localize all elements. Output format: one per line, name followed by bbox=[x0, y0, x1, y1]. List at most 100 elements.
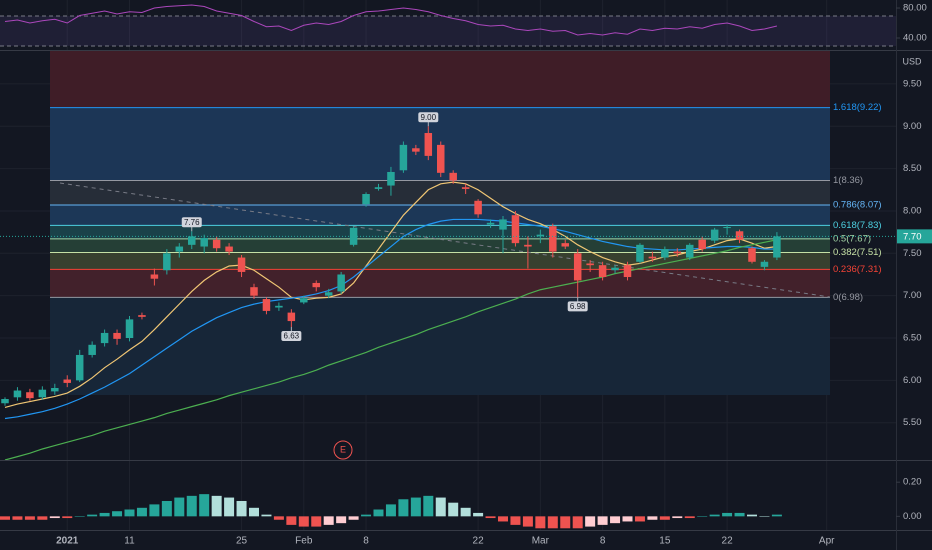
macd-histogram-bar bbox=[37, 516, 48, 520]
candle-body bbox=[200, 238, 208, 247]
annotation-box bbox=[418, 112, 439, 123]
x-tick-label: 2021 bbox=[56, 536, 79, 547]
macd-histogram-bar bbox=[398, 499, 409, 517]
candle-body bbox=[38, 389, 47, 398]
candle-body bbox=[300, 298, 308, 303]
macd-histogram-bar bbox=[535, 516, 546, 529]
candle-body bbox=[461, 187, 470, 189]
x-tick-label: 25 bbox=[236, 536, 248, 547]
macd-histogram-bar bbox=[49, 516, 60, 519]
candle-body bbox=[212, 239, 221, 249]
macd-histogram-bar bbox=[560, 516, 571, 529]
macd-histogram-bar bbox=[286, 516, 297, 525]
macd-histogram-bar bbox=[597, 516, 608, 525]
macd-histogram-bar bbox=[647, 516, 658, 520]
macd-histogram-bar bbox=[385, 504, 396, 517]
candle-body bbox=[561, 243, 569, 247]
y-tick-label: 80.00 bbox=[903, 3, 927, 14]
fib-label: 0.618(7.83) bbox=[833, 220, 882, 231]
macd-histogram-bar bbox=[236, 500, 247, 517]
moving-average bbox=[4, 218, 777, 420]
macd-histogram-bar bbox=[161, 500, 172, 517]
fib-band bbox=[50, 205, 830, 226]
y-tick-label: 9.00 bbox=[903, 121, 922, 132]
fib-band bbox=[50, 269, 830, 298]
fib-label: 0.382(7.51) bbox=[833, 247, 882, 258]
candle-body bbox=[63, 379, 71, 383]
earnings-label[interactable]: E bbox=[340, 444, 346, 454]
candle-body bbox=[163, 253, 171, 271]
candle-body bbox=[573, 253, 582, 281]
fib-label: 1.618(9.22) bbox=[833, 102, 882, 113]
y-tick-label: 0.20 bbox=[903, 477, 922, 488]
price-pane: 7.76 9.00 6.63 6.98 bbox=[0, 112, 896, 460]
y-tick-label: 5.50 bbox=[903, 417, 922, 428]
candle-body bbox=[374, 187, 383, 189]
macd-histogram-bar bbox=[249, 507, 259, 517]
macd-histogram-bar bbox=[199, 494, 210, 517]
macd-histogram-bar bbox=[747, 514, 757, 517]
fib-band bbox=[50, 51, 830, 108]
macd-histogram-bar bbox=[498, 516, 508, 522]
macd-histogram-bar bbox=[510, 516, 521, 525]
earnings-marker[interactable] bbox=[333, 440, 353, 460]
moving-average bbox=[4, 181, 777, 409]
candle-body bbox=[661, 249, 669, 258]
candle-body bbox=[349, 227, 358, 245]
y-tick-label: 7.50 bbox=[903, 248, 922, 259]
moving-average bbox=[4, 239, 778, 460]
candle-body bbox=[536, 234, 545, 237]
y-tick-label: 8.50 bbox=[903, 163, 922, 174]
fib-label: 0.5(7.67) bbox=[833, 233, 871, 244]
x-tick-label: 8 bbox=[600, 536, 606, 547]
candle-body bbox=[113, 332, 121, 339]
macd-histogram-bar bbox=[298, 516, 309, 527]
rsi-band bbox=[0, 16, 896, 46]
rsi-pane bbox=[4, 4, 778, 36]
rsi-line bbox=[4, 4, 778, 36]
macd-histogram-bar bbox=[211, 495, 222, 517]
macd-histogram-bar bbox=[522, 516, 533, 527]
candle-body bbox=[437, 144, 445, 173]
candle-body bbox=[324, 292, 333, 296]
annotation-label: 6.98 bbox=[570, 302, 586, 311]
macd-histogram-bar bbox=[149, 504, 160, 517]
candle-body bbox=[760, 261, 769, 267]
y-tick-label: 6.50 bbox=[903, 333, 922, 344]
candle-body bbox=[150, 274, 159, 279]
macd-histogram-bar bbox=[224, 497, 235, 517]
macd-histogram-bar bbox=[697, 516, 708, 517]
candle-body bbox=[648, 256, 657, 259]
y-tick-label: 0.00 bbox=[903, 511, 922, 522]
fib-label: 0(6.98) bbox=[833, 292, 863, 303]
candle-body bbox=[611, 267, 619, 271]
macd-histogram-bar bbox=[136, 507, 147, 517]
macd-histogram-bar bbox=[373, 509, 384, 517]
x-tick-label: 22 bbox=[722, 536, 734, 547]
fib-band bbox=[50, 297, 830, 395]
macd-histogram-bar bbox=[186, 495, 197, 517]
candle-body bbox=[51, 387, 59, 392]
fib-label: 0.236(7.31) bbox=[833, 264, 882, 275]
candle-body bbox=[412, 148, 420, 152]
candle-body bbox=[449, 172, 457, 181]
y-tick-label: 8.00 bbox=[903, 205, 922, 216]
currency-label: USD bbox=[902, 56, 922, 66]
candle-body bbox=[100, 332, 109, 344]
candle-body bbox=[275, 305, 283, 308]
candle-body bbox=[250, 287, 258, 296]
candle-body bbox=[387, 171, 395, 186]
macd-histogram-bar bbox=[12, 516, 23, 520]
candle-body bbox=[549, 226, 557, 252]
macd-pane bbox=[0, 494, 782, 529]
x-tick-label: 8 bbox=[363, 536, 369, 547]
macd-histogram-bar bbox=[74, 516, 85, 517]
candle-body bbox=[75, 354, 84, 381]
annotation-label: 9.00 bbox=[421, 113, 437, 122]
candle-body bbox=[623, 265, 632, 278]
macd-histogram-bar bbox=[361, 514, 372, 517]
candle-body bbox=[723, 227, 731, 229]
candle-body bbox=[598, 265, 607, 278]
candle-body bbox=[1, 399, 9, 404]
macd-histogram-bar bbox=[435, 497, 446, 517]
